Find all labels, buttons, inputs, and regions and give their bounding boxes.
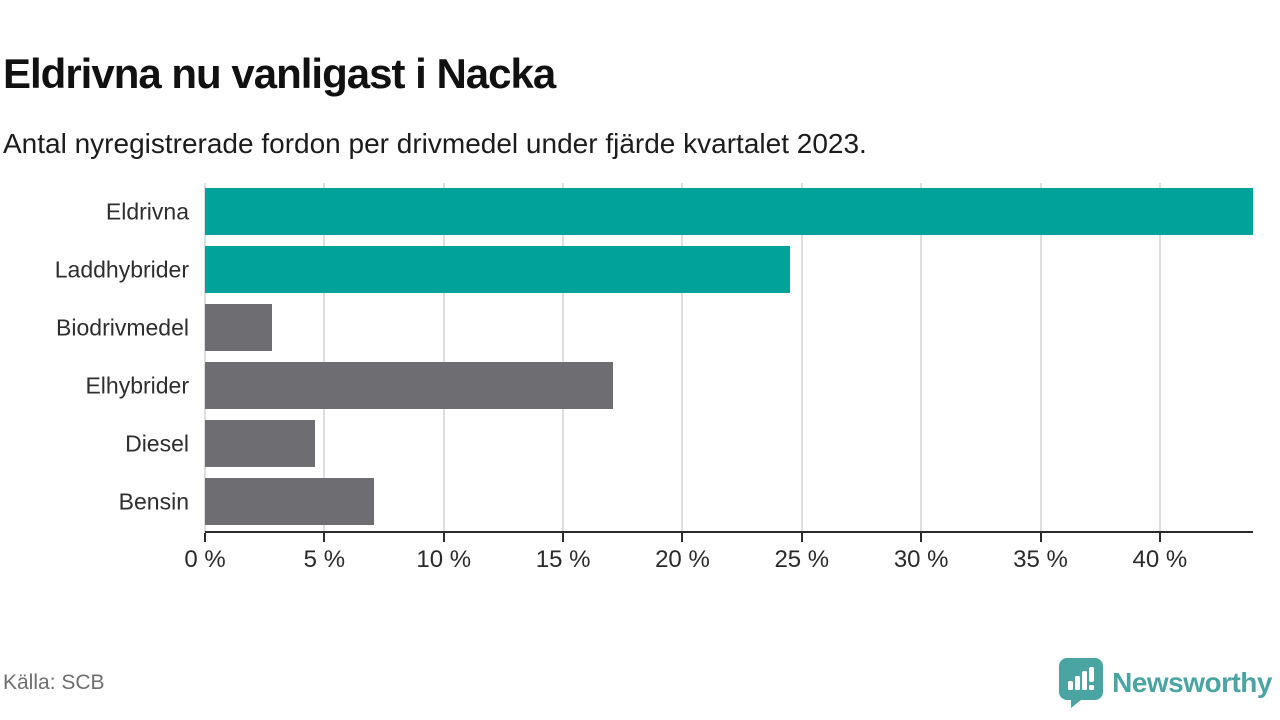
- category-label: Biodrivmedel: [56, 314, 189, 341]
- bar-row-diesel: Diesel: [125, 415, 1253, 473]
- x-tick-label-10: 10 %: [416, 546, 472, 573]
- bar-row-eldrivna: Eldrivna: [106, 183, 1253, 241]
- brand-logo: Newsworthy: [1059, 658, 1272, 708]
- x-tick-label-0: 0 %: [184, 546, 226, 573]
- bar-bensin: [205, 478, 375, 525]
- x-tick-35: [1039, 533, 1042, 542]
- category-label: Diesel: [125, 430, 189, 457]
- gridline-20: [681, 183, 684, 533]
- chart-subtitle: Antal nyregistrerade fordon per drivmede…: [3, 128, 867, 159]
- x-tick-15: [562, 533, 565, 542]
- x-tick-5: [323, 533, 326, 542]
- newsworthy-speech-bubble-chart-icon: [1059, 658, 1104, 708]
- category-label: Bensin: [118, 488, 189, 515]
- x-axis-line: [205, 531, 1253, 533]
- x-tick-25: [800, 533, 803, 542]
- x-tick-label-35: 35 %: [1013, 546, 1068, 573]
- mini-bar-1: [1068, 681, 1074, 690]
- category-label: Elhybrider: [85, 372, 189, 399]
- gridline-30: [920, 183, 923, 533]
- x-tick-10: [442, 533, 445, 542]
- footer: Källa: SCB Newsworthy: [3, 658, 1272, 708]
- bar-elhybrider: [205, 362, 614, 409]
- x-tick-label-20: 20 %: [655, 546, 710, 573]
- x-tick-label-30: 30 %: [893, 546, 949, 573]
- gridline-25: [800, 183, 803, 533]
- gridline-40: [1158, 183, 1161, 533]
- exclamation-dot: [1089, 685, 1095, 690]
- exclamation-stem: [1089, 667, 1095, 682]
- bar-row-laddhybrider: Laddhybrider: [55, 241, 1253, 299]
- x-tick-40: [1158, 533, 1161, 542]
- bar-diesel: [205, 420, 315, 467]
- chart-title: Eldrivna nu vanligast i Nacka: [3, 50, 556, 98]
- bar-laddhybrider: [205, 246, 790, 293]
- x-tick-label-25: 25 %: [774, 546, 830, 573]
- gridline-0: [204, 183, 206, 533]
- bar-rows: Eldrivna Laddhybrider Biodrivmedel Elhybrid…: [55, 183, 1253, 531]
- category-label: Laddhybrider: [54, 256, 189, 283]
- x-tick-label-40: 40 %: [1132, 546, 1188, 573]
- bar-row-bensin: Bensin: [119, 473, 1253, 531]
- x-tick-20: [681, 533, 684, 542]
- source-note: Källa: SCB: [3, 671, 105, 694]
- x-tick-label-15: 15 %: [535, 546, 591, 573]
- mini-bar-2: [1075, 676, 1081, 690]
- mini-bar-3: [1082, 671, 1088, 690]
- x-tick-0: [204, 533, 206, 542]
- category-label: Eldrivna: [105, 198, 189, 225]
- bar-row-elhybrider: Elhybrider: [85, 357, 1253, 415]
- x-tick-30: [920, 533, 923, 542]
- gridline-35: [1039, 183, 1042, 533]
- gridline-10: [442, 183, 445, 533]
- gridline-5: [323, 183, 326, 533]
- speech-bubble-shape: [1059, 658, 1104, 708]
- x-tick-label-5: 5 %: [303, 546, 346, 573]
- bar-row-biodrivmedel: Biodrivmedel: [56, 299, 1253, 357]
- bar-chart: Eldrivna Laddhybrider Biodrivmedel Elhybrid…: [55, 183, 1253, 593]
- bar-biodrivmedel: [205, 304, 272, 351]
- plot-area: Eldrivna Laddhybrider Biodrivmedel Elhybrid…: [55, 183, 1253, 573]
- brand-wordmark: Newsworthy: [1112, 667, 1272, 698]
- gridline-15: [562, 183, 565, 533]
- bar-eldrivna: [205, 188, 1253, 235]
